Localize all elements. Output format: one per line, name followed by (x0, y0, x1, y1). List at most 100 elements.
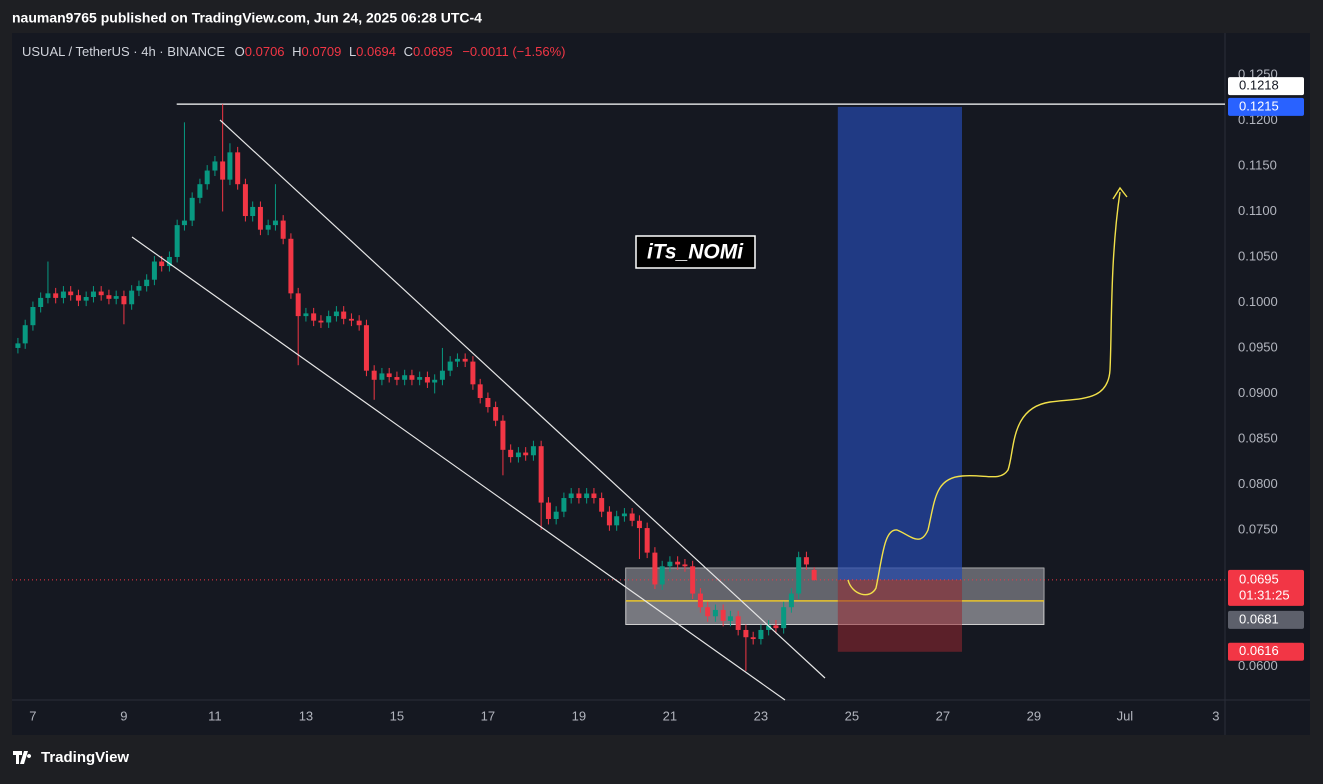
candle-body (257, 206, 263, 230)
candle-body (363, 325, 369, 371)
candle-body (250, 206, 256, 217)
brand: TradingView (41, 749, 129, 766)
candle-body (667, 561, 673, 567)
candle-body (659, 566, 665, 585)
x-tick-label: 13 (299, 708, 313, 723)
candle-body (727, 616, 733, 621)
candle-body (136, 286, 142, 291)
resistance-label: 0.1218 (1239, 78, 1279, 93)
y-tick-label: 0.0750 (1238, 521, 1278, 536)
zone-upper (625, 568, 1044, 601)
candle-body (432, 379, 438, 383)
ohlc-letter: H (292, 44, 301, 59)
candle-body (265, 225, 271, 230)
candle-body (515, 452, 521, 458)
candle-body (113, 296, 119, 299)
symbol: USUAL / TetherUS · 4h · BINANCE (22, 44, 225, 59)
candle-body (121, 296, 127, 305)
candle-body (545, 502, 551, 519)
candle-body (561, 498, 567, 512)
x-tick-label: 19 (572, 708, 586, 723)
candle-body (644, 528, 650, 553)
candle-body (576, 493, 582, 499)
projected-path (847, 191, 1121, 596)
entry-label: 0.0695 (1239, 571, 1279, 586)
candle-body (803, 557, 809, 565)
candle-body (60, 291, 66, 298)
candle-body (584, 493, 590, 499)
candle-body (38, 297, 44, 308)
stop-area (837, 579, 963, 652)
zone-label-box (1228, 610, 1304, 629)
x-tick-label: 15 (390, 708, 404, 723)
candle-body (197, 184, 203, 198)
candle-body (621, 513, 627, 517)
candle-body (295, 293, 301, 317)
candle-body (766, 625, 772, 630)
candle-body (591, 493, 597, 499)
candle-body (311, 313, 317, 321)
x-tick-label: 3 (1212, 708, 1219, 723)
candle-body (675, 561, 681, 565)
candle-body (652, 552, 658, 585)
candle-body (424, 377, 430, 383)
ohlc-value: 0.0706 (245, 44, 285, 59)
candle-body (181, 220, 187, 226)
candle-body (606, 511, 612, 526)
candle-body (599, 498, 605, 512)
candle-body (477, 384, 483, 398)
candle-body (272, 220, 278, 226)
y-tick-label: 0.0600 (1238, 658, 1278, 673)
candle-body (75, 295, 81, 301)
x-tick-label: 17 (481, 708, 495, 723)
candle-body (189, 197, 195, 221)
x-tick-label: 23 (754, 708, 768, 723)
candle-body (53, 293, 59, 298)
candle-body (447, 361, 453, 371)
candle-body (174, 225, 180, 257)
candle-body (439, 370, 445, 380)
candle-body (417, 377, 423, 380)
x-tick-label: 29 (1027, 708, 1041, 723)
candle-body (538, 446, 544, 503)
x-tick-label: 7 (29, 708, 36, 723)
candle-body (356, 320, 362, 326)
candle-body (454, 358, 460, 362)
y-tick-label: 0.1050 (1238, 248, 1278, 263)
y-tick-label: 0.0800 (1238, 476, 1278, 491)
candle-body (781, 607, 787, 629)
candle-body (629, 513, 635, 521)
ohlc-letter: C (404, 44, 413, 59)
y-tick-label: 0.1150 (1238, 157, 1277, 172)
target-label-box (1228, 97, 1304, 116)
candle-body (614, 516, 620, 526)
candle-body (523, 452, 529, 456)
x-tick-label: Jul (1117, 708, 1134, 723)
candle-body (386, 373, 392, 378)
publisher: nauman9765 published on TradingView.com,… (12, 10, 482, 26)
ohlc-letter: O (235, 44, 245, 59)
watermark-box (635, 235, 756, 269)
target-label: 0.1215 (1239, 98, 1279, 113)
candle-body (470, 361, 476, 385)
candle-body (98, 291, 104, 296)
y-tick-label: 0.1000 (1238, 294, 1278, 309)
x-tick-label: 9 (120, 708, 127, 723)
candle-body (796, 557, 802, 594)
candle-body (462, 358, 468, 362)
lower-trendline (131, 236, 786, 701)
candle-body (788, 593, 794, 608)
entry-label-box (1228, 569, 1304, 606)
candle-body (303, 313, 309, 317)
candle-body (750, 637, 756, 640)
candle-body (690, 566, 696, 594)
candle-body (493, 407, 499, 421)
stop-label-box (1228, 642, 1304, 661)
candle-body (15, 343, 21, 348)
x-tick-label: 27 (936, 708, 950, 723)
candle-body (144, 279, 150, 287)
candle-body (508, 449, 514, 458)
x-tick-label: 21 (663, 708, 677, 723)
candle-body (318, 320, 324, 323)
